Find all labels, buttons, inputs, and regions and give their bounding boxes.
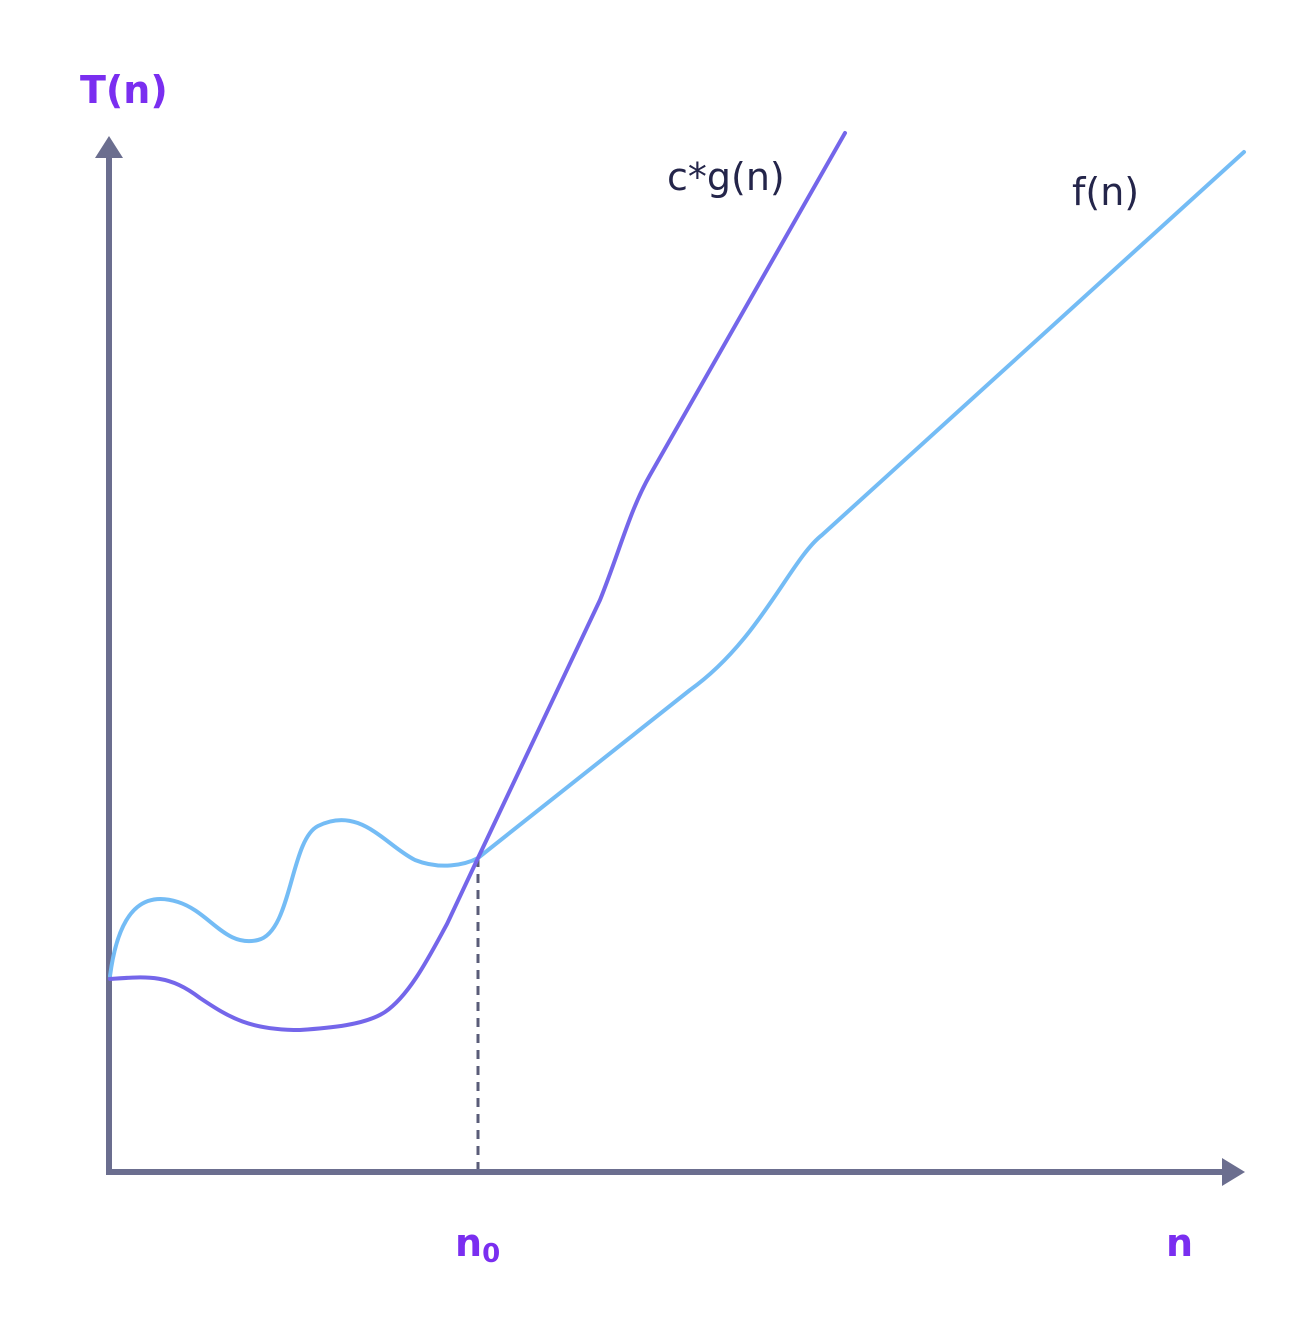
upper-bound-curve-label: c*g(n): [667, 155, 785, 199]
x-axis-label: n: [1166, 1221, 1193, 1265]
upper-bound-curve: [108, 131, 847, 1032]
function-curve: [108, 150, 1246, 978]
y-axis-arrow-icon: [95, 136, 123, 158]
y-axis-label: T(n): [80, 68, 168, 112]
threshold-label-subscript: 0: [482, 1239, 500, 1269]
function-curve-label: f(n): [1072, 170, 1139, 214]
threshold-label: n0: [455, 1221, 500, 1269]
x-axis-arrow-icon: [1222, 1158, 1245, 1186]
threshold-label-base: n: [455, 1221, 482, 1265]
